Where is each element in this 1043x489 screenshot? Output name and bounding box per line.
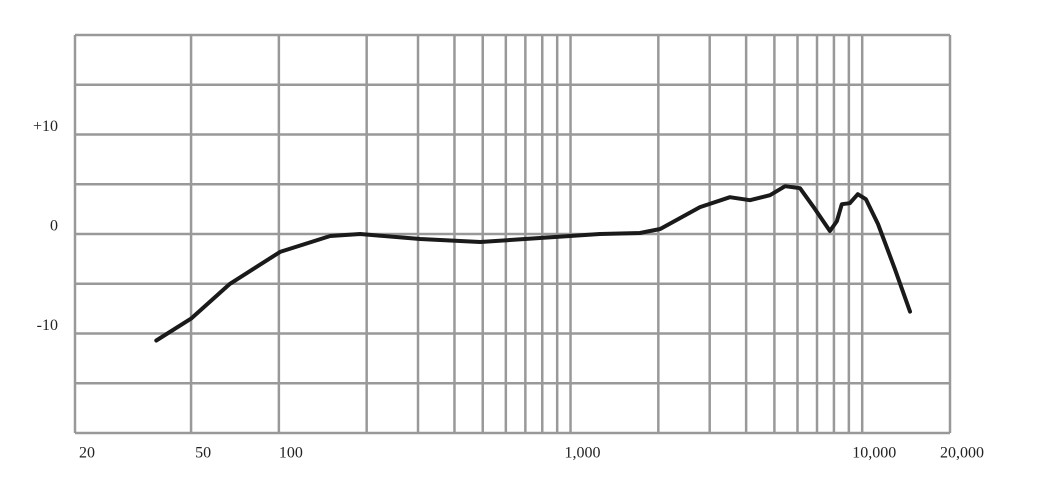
x-tick-label: 50 — [195, 445, 211, 462]
x-tick-label: 100 — [279, 445, 303, 462]
y-tick-label: 0 — [50, 218, 58, 235]
y-tick-label: +10 — [33, 118, 58, 135]
x-tick-label: 1,000 — [565, 445, 601, 462]
response-curve — [154, 184, 912, 343]
x-tick-label: 10,000 — [852, 445, 896, 462]
y-tick-label: -10 — [37, 317, 58, 334]
x-tick-label: 20,000 — [940, 445, 984, 462]
x-tick-label: 20 — [79, 445, 95, 462]
